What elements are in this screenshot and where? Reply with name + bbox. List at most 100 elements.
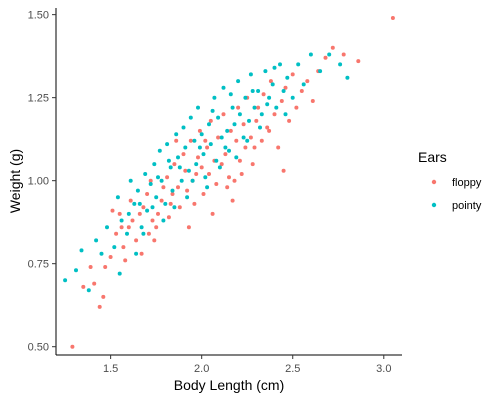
data-point-floppy	[152, 238, 157, 243]
legend-label-pointy: pointy	[452, 200, 482, 212]
data-point-floppy	[234, 138, 239, 143]
data-point-floppy	[97, 304, 102, 309]
data-point-pointy	[301, 82, 306, 87]
data-point-pointy	[281, 89, 286, 93]
data-point-floppy	[227, 175, 231, 180]
data-point-pointy	[148, 182, 153, 186]
data-point-floppy	[290, 72, 295, 77]
data-point-floppy	[201, 192, 206, 196]
data-point-pointy	[223, 145, 228, 150]
data-point-floppy	[305, 79, 310, 84]
data-point-floppy	[310, 99, 315, 103]
data-point-pointy	[208, 142, 213, 147]
data-point-pointy	[139, 225, 144, 230]
data-point-pointy	[190, 178, 195, 183]
data-point-floppy	[267, 128, 272, 133]
data-point-pointy	[179, 178, 184, 183]
data-point-floppy	[287, 118, 292, 123]
data-point-pointy	[177, 165, 182, 170]
data-point-pointy	[185, 195, 190, 200]
data-point-floppy	[134, 238, 139, 243]
data-point-pointy	[196, 105, 200, 110]
data-point-pointy	[166, 158, 171, 163]
data-point-floppy	[174, 138, 179, 143]
data-point-pointy	[203, 175, 208, 180]
data-point-floppy	[323, 55, 328, 60]
data-point-floppy	[188, 138, 193, 143]
data-point-floppy	[261, 92, 266, 97]
data-point-floppy	[194, 172, 199, 176]
data-point-floppy	[154, 225, 159, 230]
data-point-floppy	[181, 152, 186, 157]
y-tick-label: 1.00	[28, 176, 49, 188]
data-point-floppy	[172, 162, 177, 167]
data-point-pointy	[79, 248, 84, 253]
data-point-pointy	[137, 201, 142, 206]
data-point-pointy	[152, 162, 157, 167]
data-point-pointy	[285, 75, 290, 80]
x-tick-label: 3.0	[376, 363, 391, 375]
x-tick-label: 1.5	[103, 363, 118, 375]
data-point-floppy	[137, 211, 142, 216]
data-point-pointy	[243, 95, 248, 100]
data-point-pointy	[125, 231, 129, 236]
data-point-pointy	[228, 92, 233, 97]
data-point-floppy	[283, 85, 288, 90]
data-point-floppy	[165, 175, 170, 180]
data-point-pointy	[145, 208, 150, 213]
legend-key-pointy	[431, 202, 437, 208]
data-point-pointy	[248, 72, 253, 77]
data-point-pointy	[221, 85, 226, 90]
data-point-floppy	[170, 192, 175, 196]
data-point-floppy	[183, 168, 188, 173]
data-point-floppy	[203, 138, 208, 143]
data-point-pointy	[74, 268, 78, 273]
data-point-floppy	[156, 211, 160, 216]
data-point-pointy	[256, 89, 261, 93]
data-point-pointy	[241, 135, 246, 140]
data-point-floppy	[230, 198, 235, 203]
data-point-floppy	[265, 125, 270, 130]
data-point-pointy	[134, 251, 139, 256]
data-point-pointy	[272, 65, 277, 70]
data-point-floppy	[239, 172, 244, 176]
data-point-floppy	[123, 258, 128, 263]
data-point-pointy	[99, 251, 104, 256]
data-point-pointy	[318, 69, 323, 74]
data-point-pointy	[186, 168, 191, 173]
data-point-pointy	[234, 155, 239, 160]
data-point-pointy	[250, 89, 255, 93]
x-tick-label: 2.0	[194, 363, 209, 375]
data-point-pointy	[327, 52, 332, 57]
data-point-pointy	[172, 205, 177, 210]
data-point-pointy	[263, 69, 268, 74]
y-tick-label: 1.25	[28, 93, 49, 105]
data-point-floppy	[236, 105, 241, 110]
data-point-floppy	[146, 231, 151, 236]
data-point-floppy	[110, 208, 115, 213]
data-point-pointy	[159, 178, 164, 183]
x-ticks: 1.5 2.0 2.5 3.0	[103, 355, 391, 375]
data-point-floppy	[103, 265, 108, 269]
data-point-floppy	[281, 168, 286, 173]
data-point-floppy	[243, 145, 248, 150]
data-point-floppy	[248, 135, 253, 140]
data-point-floppy	[70, 344, 75, 349]
data-point-pointy	[141, 231, 146, 236]
legend: Ears floppy pointy	[418, 149, 482, 212]
data-point-pointy	[216, 115, 221, 120]
data-point-floppy	[176, 185, 180, 190]
data-point-pointy	[94, 238, 99, 243]
data-point-pointy	[230, 105, 235, 110]
data-point-pointy	[283, 112, 288, 117]
data-point-floppy	[279, 99, 284, 103]
data-point-floppy	[119, 225, 124, 230]
data-point-floppy	[81, 284, 86, 289]
data-point-floppy	[208, 118, 213, 123]
points-layer	[63, 16, 395, 349]
data-point-pointy	[63, 278, 68, 283]
data-point-floppy	[259, 138, 264, 143]
data-point-pointy	[252, 105, 257, 110]
data-point-floppy	[225, 185, 230, 190]
data-point-pointy	[119, 218, 124, 223]
